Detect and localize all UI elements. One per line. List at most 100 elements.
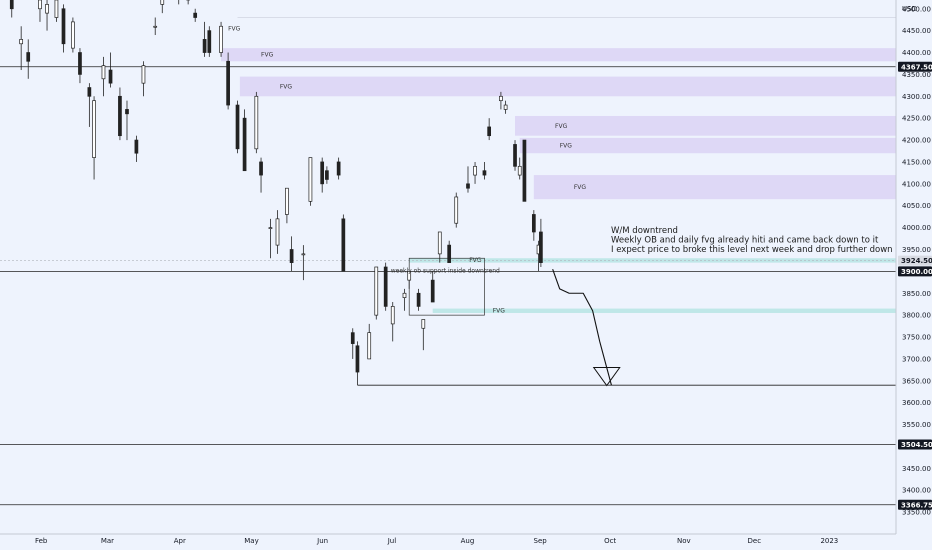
candle-body [275, 218, 280, 246]
time-tick-label: May [244, 537, 258, 545]
price-tick-label: 4250.00 [902, 115, 931, 123]
candle-body [226, 60, 230, 106]
time-tick-label: Mar [101, 537, 114, 545]
price-label-text: 3900.00 [901, 268, 932, 276]
candle [289, 236, 294, 272]
candle [26, 39, 31, 79]
candle-body [421, 319, 426, 329]
price-tick-label: 4400.00 [902, 49, 931, 57]
candle-body [78, 52, 82, 75]
candle [202, 21, 207, 57]
candle-body [320, 161, 325, 185]
candle [499, 91, 503, 110]
candle-body [45, 4, 49, 14]
price-labels: 4367.50 3924.50 3900.00 3504.50 3366.75 [898, 61, 932, 510]
candle [54, 0, 59, 22]
price-label-text: 3924.50 [901, 257, 932, 265]
candle-body [193, 12, 198, 18]
candle-body [153, 25, 158, 28]
candle [517, 157, 522, 180]
price-tick-label: 3400.00 [902, 487, 931, 495]
fvg-zone [239, 76, 896, 97]
weekly-ob-label: weekly ob support inside downtrend [391, 268, 500, 275]
candle [193, 8, 198, 22]
candle [118, 87, 122, 141]
candle [134, 135, 139, 162]
time-tick-label: Jul [387, 537, 397, 545]
price-tick-label: 3600.00 [902, 399, 931, 407]
candle [108, 52, 113, 88]
candle-body [447, 244, 452, 263]
candle-body [141, 65, 146, 84]
candle-body [517, 165, 522, 176]
candle-body [350, 332, 355, 344]
time-tick-label: Jun [316, 537, 328, 545]
candle-body [242, 117, 247, 172]
candle [254, 91, 259, 154]
currency-label: USD [902, 5, 917, 13]
note-line: W/M downtrend [611, 226, 678, 236]
time-axis[interactable]: Feb Mar Apr May Jun Jul Aug Sep Oct Nov Dec 2023 [35, 537, 838, 545]
price-label-box [898, 266, 932, 277]
candle [454, 192, 459, 228]
candle-body [308, 157, 313, 202]
candle-body [325, 170, 329, 180]
candle-body [437, 231, 442, 255]
price-tick-label: 3650.00 [902, 377, 931, 385]
candle [19, 26, 24, 71]
price-tick-label: 4000.00 [902, 224, 931, 232]
price-tick-label: 3550.00 [902, 421, 931, 429]
candle-body [87, 87, 92, 97]
candle [125, 100, 129, 141]
candle-body [160, 0, 165, 5]
candle [522, 139, 527, 202]
fvg-label: FVG [280, 83, 293, 90]
candle-body [416, 292, 421, 307]
candle [219, 21, 223, 57]
price-label-box [898, 499, 932, 510]
candle [61, 4, 66, 53]
candle [178, 0, 180, 5]
candle-body [503, 104, 508, 110]
price-tick-label: 3750.00 [902, 334, 931, 342]
candle [160, 0, 165, 14]
candle [447, 240, 452, 263]
candle-body [336, 161, 341, 176]
candle [141, 61, 146, 97]
fvg-zone [515, 115, 896, 136]
candle-body [482, 170, 487, 176]
candle [473, 161, 477, 184]
candle [153, 17, 158, 36]
candle [341, 214, 346, 272]
candle-body [355, 345, 360, 373]
fvg-zone [519, 137, 896, 154]
candle [242, 109, 247, 172]
candle [513, 140, 517, 171]
candle-body [19, 39, 24, 45]
fvg-zones: FVG FVG FVG FVG FVG FVG FVG FVG [221, 26, 896, 315]
candle [87, 83, 92, 127]
price-label-box [898, 61, 932, 72]
price-tick-label: 4300.00 [902, 93, 931, 101]
candle [421, 319, 426, 351]
candle-body [367, 332, 372, 360]
fvg-label: FVG [261, 52, 274, 59]
candle [207, 26, 212, 57]
fvg-label: FVG [574, 184, 587, 191]
candle-body [259, 161, 263, 176]
candle [482, 161, 487, 180]
candle [9, 0, 14, 18]
candle-body [531, 214, 536, 233]
candle [275, 210, 280, 254]
candle [402, 288, 407, 311]
candle-body [235, 104, 240, 150]
candle [407, 271, 412, 289]
candle [350, 328, 355, 359]
fvg-label: FVG [228, 26, 241, 33]
fvg-zone [432, 308, 896, 313]
time-tick-label: Nov [677, 537, 691, 545]
candle [336, 157, 341, 180]
candle-body [207, 30, 212, 53]
